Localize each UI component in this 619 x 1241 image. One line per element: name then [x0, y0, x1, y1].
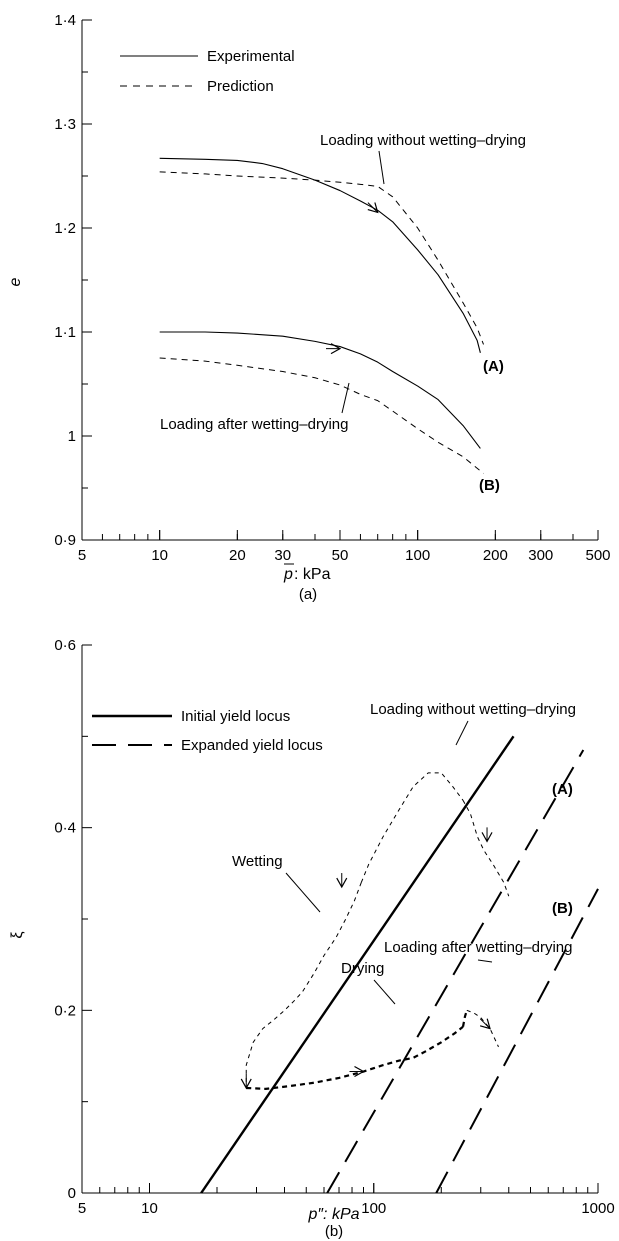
x-tick-label: 100: [405, 547, 430, 564]
annotation-b-B: (B): [552, 900, 573, 917]
series-line-solid: [159, 331, 481, 449]
x-tick-label: 5: [78, 1200, 86, 1217]
y-tick-label: 1·3: [54, 116, 76, 133]
y-tick-label: 1: [68, 428, 76, 445]
panel-b-gridless-axes: [81, 645, 598, 1194]
series-line-thin-dash: [360, 772, 464, 883]
panel-a-x-axis-title-symbol: p: [283, 566, 293, 583]
series-line-long-dash: [435, 888, 599, 1194]
panel-a-gridless-axes: [81, 20, 598, 541]
annotation-leader: [455, 720, 469, 746]
panel-a-x-axis-title: p : kPa: [283, 563, 331, 583]
panel-a-chart: 0·9 1 1·1 1·2 1·3 1·4 5 10 20 30 50 100 200 300 500 Lo…: [7, 12, 611, 603]
legend-experimental-label: Experimental: [207, 48, 295, 65]
series-line-medium-dash: [461, 1010, 468, 1027]
y-tick-label: 0·9: [54, 532, 76, 549]
x-tick-label: 20: [229, 547, 246, 564]
legend-prediction-label: Prediction: [207, 78, 274, 95]
x-tick-label: 30: [274, 547, 291, 564]
y-tick-label: 0·2: [54, 1002, 76, 1019]
x-tick-label: 10: [141, 1200, 158, 1217]
panel-a-series: [159, 157, 484, 474]
panel-a-ticks: 0·9 1 1·1 1·2 1·3 1·4 5 10 20 30 50 100 200 300 500: [54, 12, 610, 564]
panel-a-arrows: [326, 202, 379, 355]
panel-b-label: (b): [325, 1223, 343, 1240]
legend-initial-yield-locus-label: Initial yield locus: [181, 708, 290, 725]
annotation-b-top: Loading without wetting–drying: [370, 701, 576, 718]
x-tick-label: 200: [483, 547, 508, 564]
annotation-b-A: (A): [552, 781, 573, 798]
annotation-leader: [477, 959, 493, 963]
panel-a-label: (a): [299, 586, 317, 603]
panel-a-legend: Experimental Prediction: [120, 48, 295, 95]
x-tick-label: 5: [78, 547, 86, 564]
direction-arrow: [367, 202, 379, 214]
annotation-leader: [378, 150, 385, 185]
series-line-solid: [159, 157, 481, 353]
panel-a-x-axis-title-units: : kPa: [294, 566, 331, 583]
legend-expanded-yield-locus-label: Expanded yield locus: [181, 737, 323, 754]
y-tick-label: 1·4: [54, 12, 76, 29]
y-tick-label: 0·6: [54, 637, 76, 654]
panel-b-annotations: Loading without wetting–drying Wetting Dry…: [232, 701, 576, 1005]
panel-a-y-axis-title: e: [7, 277, 24, 286]
panel-b-x-axis-title: p″: kPa: [307, 1206, 359, 1223]
y-tick-label: 0: [68, 1185, 76, 1202]
series-line-long-dash: [326, 749, 585, 1194]
panel-b-y-axis-title: ξ: [9, 931, 26, 938]
x-tick-label: 1000: [581, 1200, 614, 1217]
annotation-leader: [341, 382, 350, 414]
panel-b-series: [200, 735, 599, 1194]
annotation-leader: [285, 872, 321, 913]
annotation-a-B: (B): [479, 477, 500, 494]
series-line-thin-dash: [462, 800, 510, 897]
panel-b-legend: Initial yield locus Expanded yield locus: [92, 708, 323, 754]
series-line-thin-dash: [245, 882, 362, 1088]
series-line-dashed: [159, 171, 484, 345]
annotation-a-A: (A): [483, 358, 504, 375]
annotation-leader: [373, 979, 396, 1005]
annotation-a-top: Loading without wetting–drying: [320, 132, 526, 149]
x-tick-label: 50: [332, 547, 349, 564]
x-tick-label: 300: [528, 547, 553, 564]
y-tick-label: 1·1: [54, 324, 76, 341]
annotation-b-drying: Drying: [341, 960, 384, 977]
y-tick-label: 0·4: [54, 820, 76, 837]
x-tick-label: 500: [585, 547, 610, 564]
annotation-a-bottom: Loading after wetting–drying: [160, 416, 348, 433]
series-line-dashed: [159, 357, 484, 474]
x-tick-label: 10: [151, 547, 168, 564]
annotation-b-wetting: Wetting: [232, 853, 283, 870]
panel-b-ticks: 0 0·2 0·4 0·6 5 10 100 1000: [54, 637, 614, 1217]
series-line-thin-dash: [466, 1009, 499, 1048]
panel-a-annotations: Loading without wetting–drying Loading af…: [160, 132, 526, 494]
annotation-b-after: Loading after wetting–drying: [384, 939, 572, 956]
series-line-medium-dash: [246, 1025, 464, 1090]
y-tick-label: 1·2: [54, 220, 76, 237]
panel-b-arrows: [240, 827, 493, 1090]
panel-b-chart: 0 0·2 0·4 0·6 5 10 100 1000 Loading without wet…: [9, 637, 615, 1240]
series-line-solid-bold: [200, 735, 515, 1194]
direction-arrow: [479, 1018, 491, 1030]
x-tick-label: 100: [361, 1200, 386, 1217]
